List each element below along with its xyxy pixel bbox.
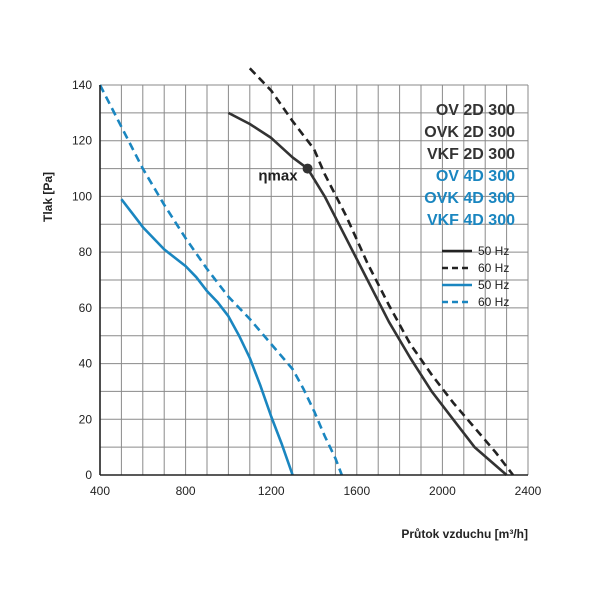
legend-label: 60 Hz [478,295,509,309]
eta-max-annotation: ηmax [258,163,313,185]
model-label: OVK 2D 300 [424,124,515,141]
model-label: OV 2D 300 [436,102,515,119]
y-tick-label: 120 [72,134,92,148]
y-tick-label: 140 [72,78,92,92]
y-tick-label: 60 [79,301,93,315]
x-tick-label: 1200 [258,484,285,498]
legend: 50 Hz 60 Hz 50 Hz 60 Hz [442,244,509,309]
series-line [98,84,344,476]
eta-max-marker [302,163,313,174]
model-label: OVK 4D 300 [424,190,515,207]
legend-label: 60 Hz [478,261,509,275]
model-label: VKF 2D 300 [427,146,515,163]
model-list: OV 2D 300 OVK 2D 300 VKF 2D 300 OV 4D 300 OV… [424,102,515,229]
model-label: VKF 4D 300 [427,212,515,229]
y-tick-label: 0 [85,468,92,482]
x-tick-label: 2000 [429,484,456,498]
legend-label: 50 Hz [478,244,509,258]
x-tick-label: 1600 [343,484,370,498]
series-line [120,198,294,476]
series-lines [98,67,515,476]
legend-label: 50 Hz [478,278,509,292]
eta-max-label: ηmax [258,168,298,185]
series-line [248,67,515,476]
axes: 400 800 1200 1600 2000 2400 0 20 40 60 80 100 120 140 [72,78,542,498]
grid [99,84,529,476]
x-tick-label: 800 [176,484,196,498]
y-axis-title: Tlak [Pa] [41,172,55,222]
y-tick-label: 20 [79,412,93,426]
x-tick-label: 400 [90,484,110,498]
x-axis-title: Průtok vzduchu [m³/h] [401,527,528,541]
y-tick-label: 40 [79,357,93,371]
model-label: OV 4D 300 [436,168,515,185]
x-tick-label: 2400 [515,484,542,498]
y-tick-label: 80 [79,245,93,259]
series-line [227,111,508,476]
y-tick-label: 100 [72,189,92,203]
